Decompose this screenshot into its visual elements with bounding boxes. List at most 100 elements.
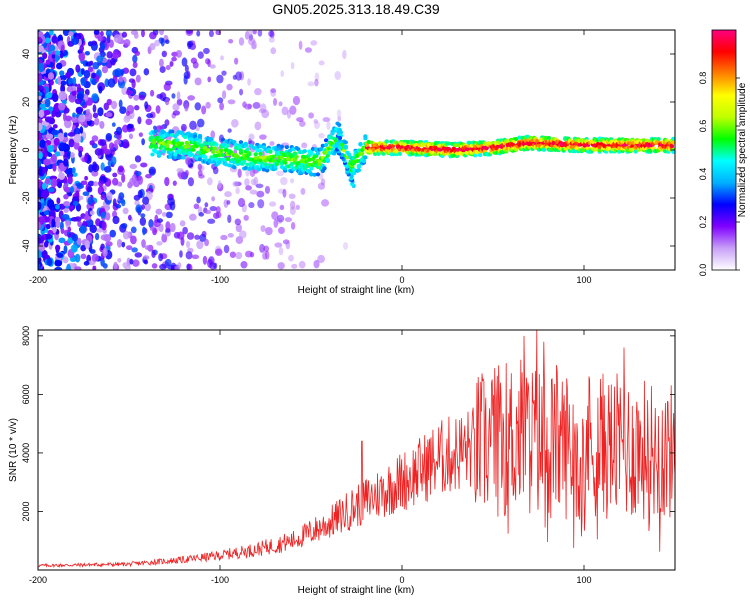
spectrogram-cell xyxy=(75,107,83,115)
spectrogram-cell xyxy=(58,142,67,152)
spectrogram-cell xyxy=(76,83,82,93)
spectrogram-cell xyxy=(41,189,50,199)
spectrogram-cell xyxy=(82,93,89,102)
spectrogram-cell xyxy=(91,93,99,102)
spectrogram-cell xyxy=(256,190,265,198)
spectrogram-cell xyxy=(278,101,283,107)
spectrogram-cell xyxy=(215,30,221,36)
spectrogram-cell xyxy=(43,216,50,223)
spectrogram-cell xyxy=(71,37,79,45)
spectrogram-cell xyxy=(127,123,134,129)
spectrogram-cell xyxy=(166,140,172,145)
y-tick-label: 40 xyxy=(21,49,31,59)
spectrogram-cell xyxy=(94,117,100,126)
spectrogram-cell xyxy=(46,258,53,266)
spectrogram-cell xyxy=(155,208,163,215)
spectrogram-cell xyxy=(38,188,43,198)
y-tick-label: 8000 xyxy=(21,326,31,346)
spectrogram-cell xyxy=(73,133,82,144)
spectrogram-cell xyxy=(80,244,87,252)
spectrogram-cell xyxy=(185,157,192,166)
spectrogram-cell xyxy=(118,99,123,108)
spectrogram-cell xyxy=(150,152,155,157)
colorbar-tick-label: 0.8 xyxy=(698,72,708,85)
spectrogram-cell xyxy=(179,220,186,227)
spectrogram-cell xyxy=(349,174,354,179)
spectrogram-cell xyxy=(141,138,145,146)
spectrogram-cell xyxy=(142,196,150,205)
spectrogram-cell xyxy=(51,129,59,136)
spectrogram-cell xyxy=(288,254,294,262)
spectrogram-cell xyxy=(141,30,145,38)
spectrogram-cell xyxy=(345,155,350,160)
spectrogram-cell xyxy=(91,163,100,173)
spectrogram-cell xyxy=(364,142,370,147)
spectrogram-cell xyxy=(248,37,256,46)
spectrogram-cell xyxy=(79,45,85,52)
spectrogram-cell xyxy=(67,226,72,233)
spectrogram-cell xyxy=(98,85,103,94)
spectrogram-cell xyxy=(245,185,252,191)
spectrogram-cell xyxy=(83,261,90,266)
spectrogram-cell xyxy=(249,189,258,195)
y-tick-label: 4000 xyxy=(21,443,31,463)
spectrogram-cell xyxy=(322,166,327,171)
spectrogram-cell xyxy=(541,147,547,152)
spectrogram-cell xyxy=(234,57,239,65)
spectrogram-cell xyxy=(207,258,214,268)
spectrogram-cell xyxy=(52,163,57,172)
spectrogram-cell xyxy=(343,140,348,145)
spectrogram-cell xyxy=(94,148,103,156)
spectrogram-cell xyxy=(308,112,314,119)
spectrogram-cell xyxy=(313,119,319,124)
spectrogram-cell xyxy=(43,240,49,248)
spectrogram-cell xyxy=(323,138,329,143)
spectrogram-cell xyxy=(203,47,210,55)
spectrogram-cell xyxy=(289,206,296,216)
spectrogram-cell xyxy=(366,140,371,145)
spectrogram-cell xyxy=(214,142,219,147)
spectrogram-cell xyxy=(482,141,488,146)
spectrogram-cell xyxy=(111,122,116,127)
spectrogram-cell xyxy=(68,31,74,37)
spectrogram-cell xyxy=(282,188,287,198)
spectrogram-cell xyxy=(117,257,122,263)
spectrogram-cell xyxy=(164,97,170,106)
spectrogram-cell xyxy=(179,141,185,146)
spectrogram-cell xyxy=(206,177,213,186)
spectrogram-cell xyxy=(78,53,86,62)
spectrogram-cell xyxy=(320,143,326,148)
spectrogram-cell xyxy=(359,151,365,156)
spectrogram-cell xyxy=(79,225,87,234)
spectrogram-cell xyxy=(161,130,167,135)
spectrogram-cell xyxy=(289,200,296,210)
spectrogram-cell xyxy=(71,233,78,242)
spectrogram-cell xyxy=(251,145,257,150)
snr-frame xyxy=(37,329,676,571)
spectrogram-cell xyxy=(165,143,170,148)
spectrogram-cell xyxy=(356,165,362,170)
spectrogram-cell xyxy=(243,141,249,146)
spectrogram-cell xyxy=(238,37,245,46)
spectrogram-cell xyxy=(270,88,277,94)
spectrogram-cell xyxy=(220,234,228,241)
spectrogram-cell xyxy=(309,150,314,155)
colorbar-gradient xyxy=(712,30,736,270)
spectrogram-cell xyxy=(336,109,342,119)
spectrogram-cell xyxy=(320,178,326,186)
spectrogram-cell xyxy=(184,140,190,145)
spectrogram-cell xyxy=(197,133,203,138)
snr-y-label: SNR (10 * v/v) xyxy=(8,418,19,482)
spectrogram-cell xyxy=(271,158,276,163)
spectrogram-cell xyxy=(97,107,104,117)
spectrogram-cell xyxy=(135,204,143,214)
spectrogram-cell xyxy=(143,259,148,265)
spectrogram-cell xyxy=(235,251,243,260)
spectrogram-cell xyxy=(171,56,177,62)
spectrogram-cell xyxy=(264,168,270,173)
spectrogram-cell xyxy=(310,40,318,46)
spectrogram-cell xyxy=(58,203,66,210)
spectrogram-cell xyxy=(108,142,115,151)
spectrogram-cell xyxy=(56,197,61,205)
spectrogram-y-label: Frequency (Hz) xyxy=(8,116,19,185)
